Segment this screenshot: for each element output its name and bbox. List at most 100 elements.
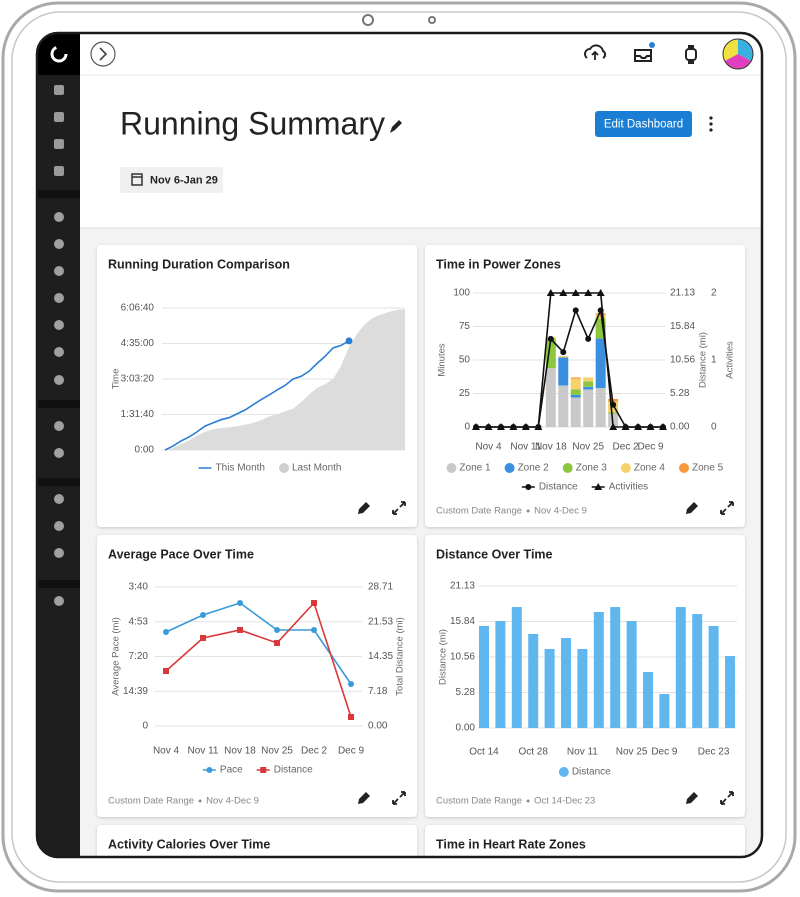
- marker: [659, 423, 667, 430]
- bar-segment: [583, 386, 594, 390]
- marker: [525, 484, 532, 490]
- legend-label: Zone 5: [692, 463, 724, 474]
- bar-segment: [570, 394, 581, 398]
- line: [476, 292, 663, 428]
- nav-icon: [54, 596, 64, 606]
- marker: [646, 423, 655, 430]
- tick-label: 0: [711, 422, 717, 433]
- tick-label: 0:00: [135, 445, 155, 456]
- bar-segment: [583, 389, 594, 427]
- x-tick-label: Nov 18: [224, 746, 256, 757]
- bar: [577, 648, 588, 728]
- line: [165, 602, 352, 685]
- tick-label: 0.00: [456, 723, 476, 734]
- bar-segment: [558, 385, 569, 427]
- marker: [596, 289, 605, 296]
- card-title: Distance Over Time: [436, 547, 553, 561]
- legend: Distance Activities: [521, 482, 648, 493]
- expand-icon[interactable]: [392, 791, 406, 805]
- card-title: Average Pace Over Time: [108, 547, 254, 561]
- nav-icon: [54, 266, 64, 276]
- bar: [561, 638, 571, 728]
- tick-label: 28.71: [368, 582, 393, 593]
- edit-title-icon[interactable]: [390, 120, 402, 133]
- tick-label: 5.28: [456, 687, 476, 698]
- edit-icon[interactable]: [358, 792, 370, 804]
- tick-label: 15.84: [450, 616, 475, 627]
- legend: This Month Last Month: [198, 463, 341, 474]
- marker: [260, 767, 267, 773]
- page-title: Running Summary: [120, 105, 385, 141]
- expand-icon[interactable]: [392, 501, 406, 515]
- legend-label: Zone 2: [518, 463, 550, 474]
- edit-icon[interactable]: [686, 792, 698, 804]
- nav-icon: [54, 448, 64, 458]
- nav-icon: [54, 293, 64, 303]
- marker: [200, 612, 206, 619]
- marker: [572, 307, 579, 314]
- tick-label: 7:20: [129, 651, 149, 662]
- avatar[interactable]: [722, 38, 754, 70]
- line: [165, 601, 352, 718]
- x-tick-label: Dec 23: [698, 747, 730, 758]
- x-tick-label: Nov 11: [188, 746, 219, 757]
- x-tick-label: Nov 25: [616, 747, 648, 758]
- edit-icon[interactable]: [686, 502, 698, 514]
- bar-segment: [583, 381, 594, 387]
- expand-icon[interactable]: [720, 501, 734, 515]
- x-tick-label: Dec 2: [613, 442, 640, 453]
- footer-label: Custom Date Range: [436, 506, 522, 517]
- marker: [163, 668, 169, 675]
- footer-range: Nov 4-Dec 9: [206, 796, 259, 807]
- area: [165, 309, 405, 450]
- card: [425, 825, 745, 856]
- edit-dashboard-button[interactable]: [595, 111, 692, 137]
- x-tick-label: Dec 2: [301, 746, 328, 757]
- tick-label: 25: [459, 388, 471, 399]
- marker: [546, 289, 555, 296]
- x-tick-label: Dec 9: [651, 747, 678, 758]
- legend-label: Distance: [572, 767, 611, 778]
- upload-icon[interactable]: [584, 44, 607, 60]
- watch-icon[interactable]: [685, 45, 697, 64]
- marker: [348, 681, 354, 688]
- legend-swatch: [278, 463, 289, 473]
- more-menu[interactable]: [709, 116, 713, 132]
- marker: [547, 335, 554, 342]
- axis-title: Distance (mi): [698, 332, 709, 388]
- bar-segment: [595, 314, 606, 319]
- tick-label: 10.56: [450, 652, 475, 663]
- expand-sidebar-button[interactable]: [90, 41, 116, 67]
- tick-label: 1: [711, 355, 717, 366]
- screen: Running Summary Edit Dashboard Nov 6-Jan…: [38, 34, 761, 856]
- edit-icon[interactable]: [358, 502, 370, 514]
- marker: [585, 335, 592, 342]
- marker: [559, 289, 568, 296]
- sensor: [428, 16, 436, 24]
- tick-label: 0: [142, 721, 148, 732]
- x-tick-label: Nov 25: [261, 746, 293, 757]
- x-tick-label: Oct 28: [518, 747, 548, 758]
- tick-label: 4:53: [129, 616, 149, 627]
- date-range-chip[interactable]: [120, 167, 223, 193]
- cards: Running Duration Comparison 0:00 1:31:40 3:…: [97, 245, 745, 856]
- end-marker: [345, 337, 353, 345]
- bar: [692, 614, 703, 728]
- tick-label: 1:31:40: [121, 409, 155, 420]
- bar: [610, 607, 621, 728]
- line: [164, 340, 350, 451]
- expand-icon[interactable]: [720, 791, 734, 805]
- marker: [584, 289, 593, 296]
- legend-label: Activities: [609, 482, 648, 493]
- bar: [528, 633, 539, 728]
- tick-label: 0: [464, 422, 470, 433]
- card-title: Activity Calories Over Time: [108, 837, 270, 851]
- tick-label: 6:06:40: [121, 303, 155, 314]
- footer-label: Custom Date Range: [436, 796, 522, 807]
- x-tick-label: Dec 9: [637, 442, 664, 453]
- nav-separator: [38, 580, 80, 588]
- inbox-icon[interactable]: [634, 42, 655, 62]
- footer-label: Custom Date Range: [108, 796, 194, 807]
- legend-label: Zone 1: [459, 463, 491, 474]
- bar: [479, 625, 489, 728]
